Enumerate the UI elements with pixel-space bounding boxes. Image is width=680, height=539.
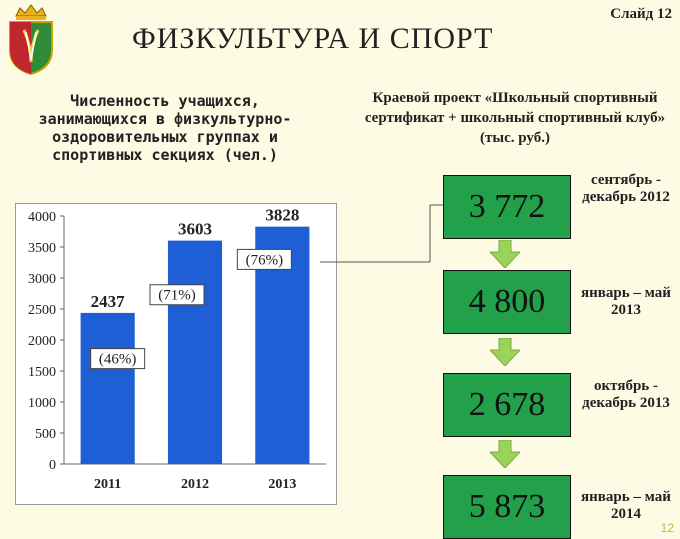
y-tick-label: 2000: [28, 334, 56, 349]
funding-amount: 4 800: [468, 283, 546, 320]
project-caption: Краевой проект «Школьный спортивный серт…: [364, 90, 666, 146]
slide-label: Слайд 12: [610, 6, 672, 22]
percent-label-box: [236, 248, 292, 270]
y-tick-label: 500: [35, 427, 56, 442]
bar-value-label: 2437: [91, 292, 126, 311]
y-tick-label: 1000: [28, 396, 56, 411]
funding-amount-box: 4 800: [443, 270, 571, 334]
funding-period: октябрь - декабрь 2013: [582, 378, 670, 411]
y-tick-label: 4000: [28, 210, 56, 225]
chart-bar: [167, 240, 223, 464]
y-tick-label: 3500: [28, 241, 56, 256]
x-tick-label: 2011: [94, 477, 121, 492]
chart-caption: Численность учащихся, занимающихся в физ…: [38, 92, 292, 164]
percent-label-box: [90, 348, 146, 370]
y-tick-label: 2500: [28, 303, 56, 318]
funding-amount-box: 2 678: [443, 373, 571, 437]
funding-amount: 5 873: [468, 488, 546, 525]
y-tick-label: 0: [49, 458, 56, 473]
percent-label-box: [149, 284, 205, 306]
down-arrow-icon: [490, 240, 520, 268]
bar-chart-panel: 0 500 1000 1500 2000 2500 3000 3500 4000 2437 2011…: [15, 203, 337, 505]
percent-label: (71%): [158, 288, 196, 304]
coat-of-arms-logo: [9, 4, 53, 76]
page-number: 12: [660, 521, 674, 535]
funding-amount-box: 3 772: [443, 175, 571, 239]
x-tick-label: 2013: [268, 477, 296, 492]
bar-value-label: 3603: [178, 220, 212, 239]
funding-amount-box: 5 873: [443, 475, 571, 539]
x-tick-label: 2012: [181, 477, 209, 492]
percent-label: (76%): [246, 252, 284, 268]
funding-period: январь – май 2014: [581, 489, 671, 522]
y-tick-label: 1500: [28, 365, 56, 380]
down-arrow-icon: [490, 440, 520, 468]
bar-value-label: 3828: [265, 206, 299, 225]
funding-amount: 3 772: [468, 188, 546, 225]
funding-period: январь – май 2013: [581, 285, 671, 318]
percent-label: (46%): [99, 352, 137, 368]
down-arrow-icon: [490, 338, 520, 366]
y-tick-label: 3000: [28, 272, 56, 287]
funding-amount: 2 678: [468, 386, 546, 423]
bar-chart: 0 500 1000 1500 2000 2500 3000 3500 4000 2437 2011…: [28, 206, 326, 492]
funding-period: сентябрь - декабрь 2012: [582, 172, 670, 205]
chart-bar: [80, 312, 135, 464]
page-title: ФИЗКУЛЬТУРА И СПОРТ: [132, 22, 494, 55]
